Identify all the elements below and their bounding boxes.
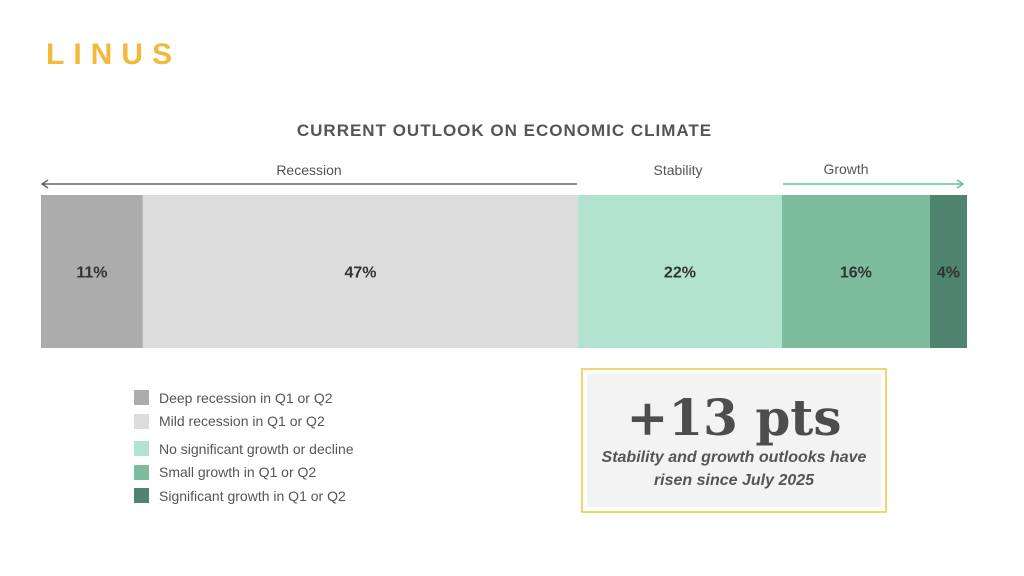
group-label-recession: Recession [276, 162, 342, 178]
linus-logo: LINUS [46, 38, 181, 71]
legend-swatch [134, 488, 149, 504]
recession-arrow-head [40, 179, 49, 189]
legend-label: Mild recession in Q1 or Q2 [159, 413, 325, 430]
bar-segment-small-growth [781, 195, 930, 348]
data-label-deep-recession: 11% [76, 265, 107, 282]
bar-segment-mild-recession [142, 195, 579, 348]
bar-segment-significant-growth [929, 195, 967, 348]
chart-legend: Deep recession in Q1 or Q2 Mild recessio… [134, 386, 354, 508]
legend-swatch [134, 441, 149, 457]
bar-segment-no-growth [578, 195, 782, 348]
legend-label: Significant growth in Q1 or Q2 [159, 487, 346, 504]
data-label-small-growth: 16% [840, 265, 872, 282]
legend-item: Mild recession in Q1 or Q2 [134, 410, 354, 434]
group-label-stability: Stability [653, 162, 703, 178]
legend-label: No significant growth or decline [159, 440, 354, 457]
callout-text-line2: risen since July 2025 [653, 472, 815, 489]
data-label-mild-recession: 47% [344, 265, 376, 282]
data-label-significant-growth: 4% [937, 265, 960, 282]
legend-label: Deep recession in Q1 or Q2 [159, 389, 333, 406]
growth-arrow-head [956, 179, 965, 189]
legend-swatch [134, 464, 149, 480]
legend-label: Small growth in Q1 or Q2 [159, 464, 317, 481]
legend-item: No significant growth or decline [134, 437, 354, 461]
bar-segment-deep-recession [41, 195, 143, 348]
group-label-growth: Growth [823, 161, 869, 177]
legend-item: Deep recession in Q1 or Q2 [134, 386, 354, 410]
legend-swatch [134, 413, 149, 429]
legend-swatch [134, 390, 149, 406]
callout-headline: +13 pts [626, 388, 842, 447]
callout-box: +13 pts Stability and growth outlooks ha… [581, 368, 887, 513]
legend-item: Significant growth in Q1 or Q2 [134, 484, 354, 508]
chart-title: CURRENT OUTLOOK ON ECONOMIC CLIMATE [296, 121, 713, 140]
data-label-no-growth: 22% [664, 265, 696, 282]
legend-item: Small growth in Q1 or Q2 [134, 461, 354, 485]
callout-inner: +13 pts Stability and growth outlooks ha… [587, 374, 881, 507]
callout-text-line1: Stability and growth outlooks have [601, 449, 867, 466]
